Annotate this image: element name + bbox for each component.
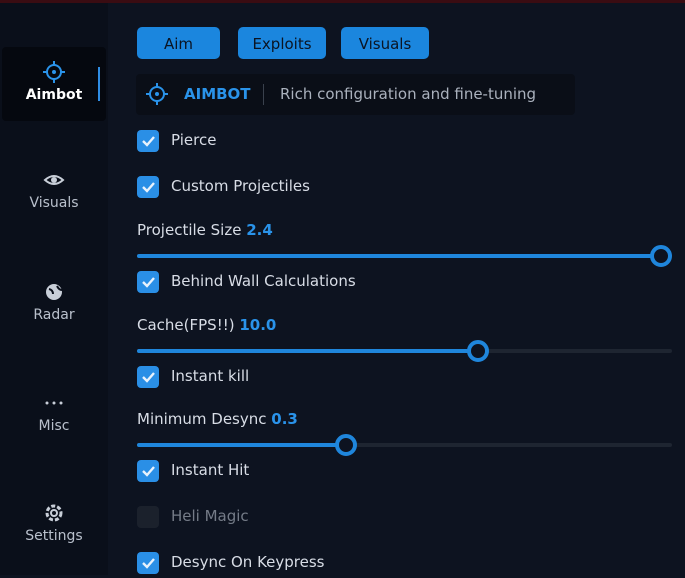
nav-icon xyxy=(43,61,65,83)
sidebar: Aimbot Visuals Radar Misc Settings xyxy=(0,3,108,575)
checkbox-label[interactable]: Instant kill xyxy=(171,367,250,385)
slider-label-row: Cache(FPS!!) 10.0 xyxy=(137,316,276,334)
checkbox-label[interactable]: Pierce xyxy=(171,131,217,149)
checkbox-label[interactable]: Heli Magic xyxy=(171,507,249,525)
nav-label: Settings xyxy=(25,528,83,544)
checkmark xyxy=(142,466,155,477)
nav-item[interactable]: Misc xyxy=(2,378,106,452)
active-indicator xyxy=(98,67,100,101)
slider-label-row: Minimum Desync 0.3 xyxy=(137,410,298,428)
nav-item[interactable]: Settings xyxy=(2,488,106,562)
slider-value: 10.0 xyxy=(239,316,277,334)
slider-knob[interactable] xyxy=(650,245,672,267)
slider-label-row: Projectile Size 2.4 xyxy=(137,221,273,239)
slider-fill xyxy=(137,349,478,353)
section-header: AIMBOT Rich configuration and fine-tunin… xyxy=(136,74,575,115)
checkbox[interactable] xyxy=(137,366,159,388)
header-subtitle: Rich configuration and fine-tuning xyxy=(280,85,537,103)
checkbox-label[interactable]: Custom Projectiles xyxy=(171,177,310,195)
slider-label: Projectile Size xyxy=(137,221,242,239)
slider-knob[interactable] xyxy=(467,340,489,362)
checkmark xyxy=(142,182,155,193)
nav-label: Misc xyxy=(38,418,70,434)
checkbox-label[interactable]: Instant Hit xyxy=(171,461,250,479)
tab-button[interactable]: Exploits xyxy=(238,27,326,59)
checkbox[interactable] xyxy=(137,460,159,482)
nav-item[interactable]: Visuals xyxy=(2,155,106,229)
checkbox[interactable] xyxy=(137,552,159,574)
nav-label: Radar xyxy=(33,307,75,323)
nav-icon xyxy=(46,284,63,300)
header-title: AIMBOT xyxy=(184,85,251,103)
checkbox[interactable] xyxy=(137,130,159,152)
nav-label: Aimbot xyxy=(25,87,83,103)
checkbox[interactable] xyxy=(137,176,159,198)
checkbox-label[interactable]: Behind Wall Calculations xyxy=(171,272,356,290)
checkmark xyxy=(142,136,155,147)
divider xyxy=(263,84,264,105)
slider-label: Minimum Desync xyxy=(137,410,267,428)
checkmark xyxy=(142,372,155,383)
nav-label: Visuals xyxy=(29,195,79,211)
slider-value: 2.4 xyxy=(246,221,273,239)
slider-fill xyxy=(137,254,661,258)
tab-button[interactable]: Visuals xyxy=(341,27,429,59)
checkbox-label[interactable]: Desync On Keypress xyxy=(171,553,325,571)
nav-icon xyxy=(45,504,63,522)
checkbox[interactable] xyxy=(137,506,159,528)
top-border xyxy=(0,0,685,3)
slider-value: 0.3 xyxy=(271,410,298,428)
checkmark xyxy=(142,277,155,288)
slider-fill xyxy=(137,443,346,447)
nav-icon xyxy=(45,401,63,405)
slider-label: Cache(FPS!!) xyxy=(137,316,235,334)
slider-knob[interactable] xyxy=(335,434,357,456)
nav-item[interactable]: Radar xyxy=(2,267,106,341)
checkmark xyxy=(142,558,155,569)
tab-button[interactable]: Aim xyxy=(137,27,220,59)
checkbox[interactable] xyxy=(137,271,159,293)
crosshair-icon xyxy=(146,83,168,105)
nav-item[interactable]: Aimbot xyxy=(2,47,106,121)
nav-icon xyxy=(43,175,65,185)
slider-track[interactable] xyxy=(137,443,672,447)
